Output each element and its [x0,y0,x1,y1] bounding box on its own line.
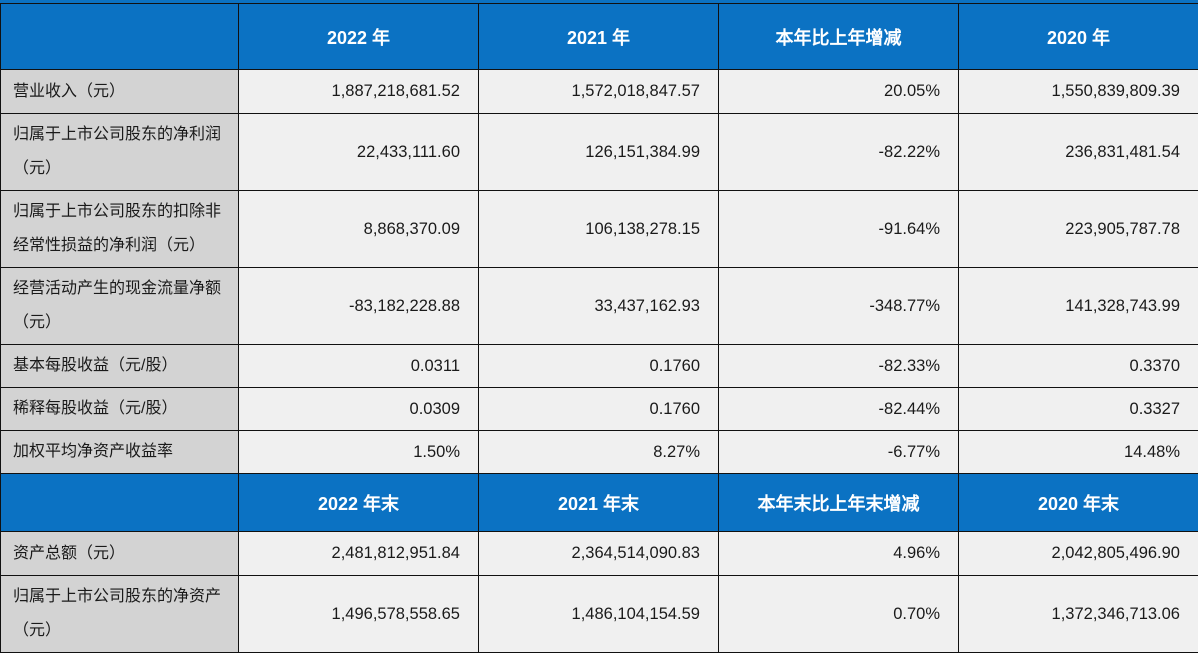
row-label: 归属于上市公司股东的净资产（元） [1,576,239,653]
cell-value: 1,887,218,681.52 [239,70,479,114]
cell-value: 106,138,278.15 [479,191,719,268]
table-row-net-profit-excl-nonrecurring: 归属于上市公司股东的扣除非经常性损益的净利润（元） 8,868,370.09 1… [1,191,1198,268]
cell-value: 4.96% [719,532,959,576]
row-label: 归属于上市公司股东的净利润（元） [1,114,239,191]
cell-value: -82.33% [719,345,959,388]
blank-corner-cell [1,474,239,532]
row-label: 稀释每股收益（元/股） [1,388,239,431]
section2-header-row: 2022 年末 2021 年末 本年末比上年末增减 2020 年末 [1,474,1198,532]
row-label: 营业收入（元） [1,70,239,114]
cell-value: 2,481,812,951.84 [239,532,479,576]
row-label: 归属于上市公司股东的扣除非经常性损益的净利润（元） [1,191,239,268]
table-row-net-profit: 归属于上市公司股东的净利润（元） 22,433,111.60 126,151,3… [1,114,1198,191]
cell-value: 20.05% [719,70,959,114]
row-label: 加权平均净资产收益率 [1,431,239,474]
cell-value: -83,182,228.88 [239,268,479,345]
cell-value: 14.48% [959,431,1198,474]
cell-value: 0.3370 [959,345,1198,388]
table-row-basic-eps: 基本每股收益（元/股） 0.0311 0.1760 -82.33% 0.3370 [1,345,1198,388]
cell-value: 1,496,578,558.65 [239,576,479,653]
cell-value: 22,433,111.60 [239,114,479,191]
cell-value: -6.77% [719,431,959,474]
cell-value: 8.27% [479,431,719,474]
cell-value: 1.50% [239,431,479,474]
cell-value: -82.22% [719,114,959,191]
column-header-2021: 2021 年 [479,4,719,70]
cell-value: 236,831,481.54 [959,114,1198,191]
cell-value: 1,550,839,809.39 [959,70,1198,114]
column-header-2020: 2020 年 [959,4,1198,70]
column-header-yearend-change: 本年末比上年末增减 [719,474,959,532]
column-header-yoy-change: 本年比上年增减 [719,4,959,70]
cell-value: -348.77% [719,268,959,345]
row-label: 资产总额（元） [1,532,239,576]
cell-value: 0.70% [719,576,959,653]
cell-value: 0.0311 [239,345,479,388]
column-header-2022: 2022 年 [239,4,479,70]
table-row-revenue: 营业收入（元） 1,887,218,681.52 1,572,018,847.5… [1,70,1198,114]
cell-value: 223,905,787.78 [959,191,1198,268]
cell-value: 1,372,346,713.06 [959,576,1198,653]
row-label: 经营活动产生的现金流量净额（元） [1,268,239,345]
financial-summary-table: 2022 年 2021 年 本年比上年增减 2020 年 营业收入（元） 1,8… [0,3,1198,653]
cell-value: 0.3327 [959,388,1198,431]
section1-header-row: 2022 年 2021 年 本年比上年增减 2020 年 [1,4,1198,70]
cell-value: 1,572,018,847.57 [479,70,719,114]
cell-value: 126,151,384.99 [479,114,719,191]
cell-value: 0.1760 [479,388,719,431]
cell-value: 8,868,370.09 [239,191,479,268]
cell-value: 2,364,514,090.83 [479,532,719,576]
cell-value: 0.1760 [479,345,719,388]
cell-value: 2,042,805,496.90 [959,532,1198,576]
cell-value: 33,437,162.93 [479,268,719,345]
table-row-total-assets: 资产总额（元） 2,481,812,951.84 2,364,514,090.8… [1,532,1198,576]
column-header-2022-end: 2022 年末 [239,474,479,532]
blank-corner-cell [1,4,239,70]
column-header-2020-end: 2020 年末 [959,474,1198,532]
column-header-2021-end: 2021 年末 [479,474,719,532]
table-row-operating-cash-flow: 经营活动产生的现金流量净额（元） -83,182,228.88 33,437,1… [1,268,1198,345]
cell-value: 1,486,104,154.59 [479,576,719,653]
cell-value: -91.64% [719,191,959,268]
cell-value: 141,328,743.99 [959,268,1198,345]
cell-value: -82.44% [719,388,959,431]
table-row-diluted-eps: 稀释每股收益（元/股） 0.0309 0.1760 -82.44% 0.3327 [1,388,1198,431]
row-label: 基本每股收益（元/股） [1,345,239,388]
table-row-weighted-avg-roe: 加权平均净资产收益率 1.50% 8.27% -6.77% 14.48% [1,431,1198,474]
cell-value: 0.0309 [239,388,479,431]
table-row-net-assets: 归属于上市公司股东的净资产（元） 1,496,578,558.65 1,486,… [1,576,1198,653]
